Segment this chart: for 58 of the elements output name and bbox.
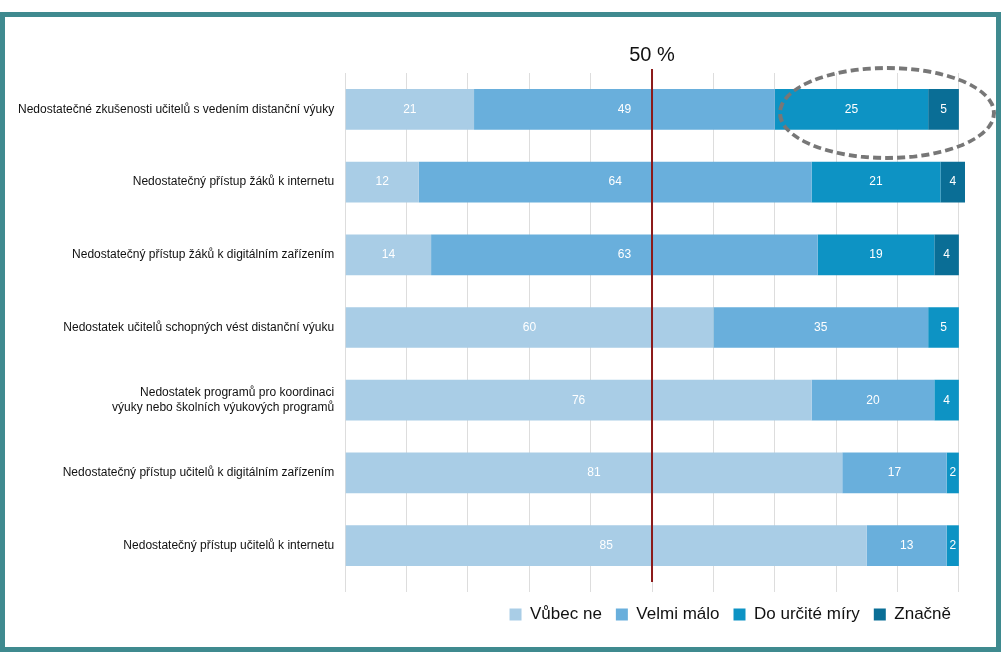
bar xyxy=(418,161,812,203)
data-label: 60 xyxy=(522,319,537,334)
bar xyxy=(842,452,947,494)
y-tick-label: Nedostatečný přístup žáků k internetu xyxy=(132,174,335,189)
data-label: 13 xyxy=(900,537,914,552)
data-label: 4 xyxy=(949,174,957,189)
bar xyxy=(811,379,935,421)
data-label: 20 xyxy=(866,392,880,407)
ref-line-label: 50 % xyxy=(629,42,676,65)
data-label: 21 xyxy=(869,174,884,189)
data-label: 4 xyxy=(943,392,951,407)
bar xyxy=(713,307,929,348)
y-tick-label: Nedostatek programů pro koordinaci výuky nebo školních výukových programů xyxy=(112,385,335,414)
bar xyxy=(345,379,812,421)
legend-label: Do určité míry xyxy=(754,604,861,624)
data-label: 17 xyxy=(887,465,902,480)
bar xyxy=(934,234,959,276)
bar xyxy=(345,161,419,203)
data-label: 81 xyxy=(587,465,601,480)
bar xyxy=(474,89,775,130)
bar xyxy=(811,161,941,203)
bar xyxy=(940,161,965,203)
bar xyxy=(345,452,843,494)
bar xyxy=(928,89,959,130)
legend-label: Vůbec ne xyxy=(530,604,602,624)
y-tick-label: Nedostatečný přístup učitelů k digitálním zařízením xyxy=(62,465,335,480)
data-label: 21 xyxy=(403,101,417,116)
bar xyxy=(345,234,432,276)
data-label: 85 xyxy=(599,537,614,552)
bar xyxy=(345,307,714,348)
bar xyxy=(934,379,959,421)
bar xyxy=(431,234,818,276)
data-label: 14 xyxy=(381,247,396,262)
y-tick-label: Nedostatečný přístup učitelů k internetu xyxy=(123,537,335,552)
y-tick-label: Nedostatečné zkušenosti učitelů s vedením distanční výuky xyxy=(17,101,335,116)
bar xyxy=(345,89,475,130)
data-label: 5 xyxy=(940,101,948,116)
bar xyxy=(946,525,959,566)
data-label: 5 xyxy=(940,319,948,334)
data-label: 25 xyxy=(844,101,859,116)
bar xyxy=(345,525,867,566)
data-label: 35 xyxy=(814,319,828,334)
data-label: 49 xyxy=(617,101,632,116)
y-tick-label: Nedostatečný přístup žáků k digitálním zařízením xyxy=(72,247,335,262)
legend-label: Značně xyxy=(894,604,951,624)
data-label: 64 xyxy=(608,174,623,189)
data-label: 4 xyxy=(943,247,951,262)
y-tick-label: Nedostatek učitelů schopných vést distanční výuku xyxy=(63,319,335,334)
legend-label: Velmi málo xyxy=(636,604,720,624)
data-label: 2 xyxy=(949,537,957,552)
bar xyxy=(817,234,935,276)
data-label: 2 xyxy=(949,465,957,480)
bar xyxy=(928,307,959,348)
data-label: 12 xyxy=(375,174,390,189)
data-label: 76 xyxy=(571,392,586,407)
data-label: 63 xyxy=(617,247,632,262)
data-label: 19 xyxy=(869,247,884,262)
bar xyxy=(866,525,947,566)
